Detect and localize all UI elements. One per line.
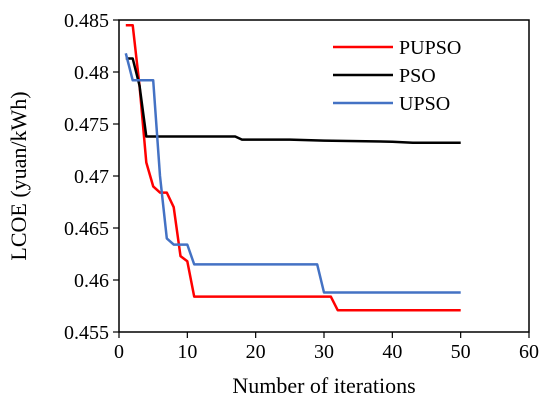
y-tick-label: 0.465	[64, 218, 109, 240]
legend: PUPSO PSO UPSO	[333, 37, 461, 115]
x-tick-label: 50	[451, 341, 471, 363]
y-tick-label: 0.455	[64, 322, 109, 344]
series-line-upso	[124, 52, 461, 294]
x-axis-title: Number of iterations	[232, 373, 415, 398]
x-tick-label: 10	[177, 341, 197, 363]
plot-area-frame	[118, 19, 530, 333]
y-axis-title: LCOE (yuan/kWh)	[6, 91, 31, 260]
x-tick-label: 30	[314, 341, 334, 363]
y-tick-label: 0.47	[74, 166, 109, 188]
legend-label-pupso: PUPSO	[399, 37, 461, 59]
y-tick-label: 0.475	[64, 114, 109, 136]
legend-label-pso: PSO	[399, 65, 436, 87]
y-tick-label: 0.46	[74, 270, 109, 292]
x-tick-label: 20	[246, 341, 266, 363]
legend-label-upso: UPSO	[399, 93, 450, 115]
x-tick-label: 60	[519, 341, 539, 363]
x-tick-label: 40	[382, 341, 402, 363]
series-lines	[124, 23, 461, 312]
series-line-pupso	[125, 23, 461, 312]
x-tick-label: 0	[114, 341, 124, 363]
y-tick-label: 0.48	[74, 62, 109, 84]
series-line-pso	[125, 57, 461, 144]
y-tick-label: 0.485	[64, 10, 109, 32]
axis-ticks: 0 10 20 30 40 50 60 0.455 0.46 0.465 0.47 0.475 0.48…	[64, 10, 539, 363]
